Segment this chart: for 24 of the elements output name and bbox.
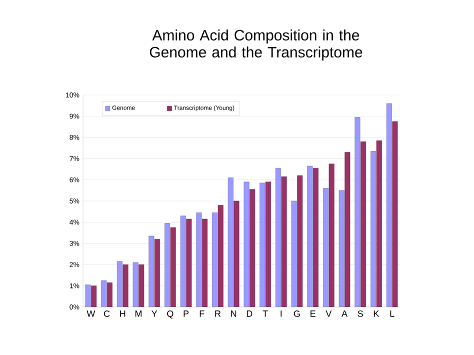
- x-tick-label: G: [294, 310, 300, 317]
- x-tick-label: D: [246, 310, 252, 317]
- x-tick-label: W: [86, 310, 96, 317]
- chart-title: Amino Acid Composition in the Genome and the Transcriptome: [150, 30, 362, 60]
- x-tick-label: R: [215, 310, 221, 317]
- bar: [196, 212, 202, 307]
- x-tick-label: S: [358, 310, 363, 317]
- x-tick-label: P: [184, 310, 189, 317]
- x-tick-label: I: [280, 310, 282, 317]
- x-tick-label: V: [326, 310, 332, 317]
- x-tick-label: E: [310, 310, 316, 317]
- x-tick-label: N: [231, 310, 236, 317]
- x-tick-label: M: [135, 310, 142, 317]
- x-tick-label: L: [390, 310, 394, 317]
- x-tick-label: T: [262, 310, 268, 317]
- x-tick-label: H: [120, 310, 126, 317]
- x-tick-label: F: [200, 310, 204, 317]
- x-tick-label: K: [374, 310, 380, 317]
- x-tick-label: C: [104, 310, 110, 317]
- bar: [281, 176, 287, 307]
- x-tick-label: Y: [152, 310, 158, 317]
- bar: [234, 200, 240, 307]
- x-tick-label: A: [342, 310, 348, 317]
- x-tick-label: Q: [167, 310, 174, 318]
